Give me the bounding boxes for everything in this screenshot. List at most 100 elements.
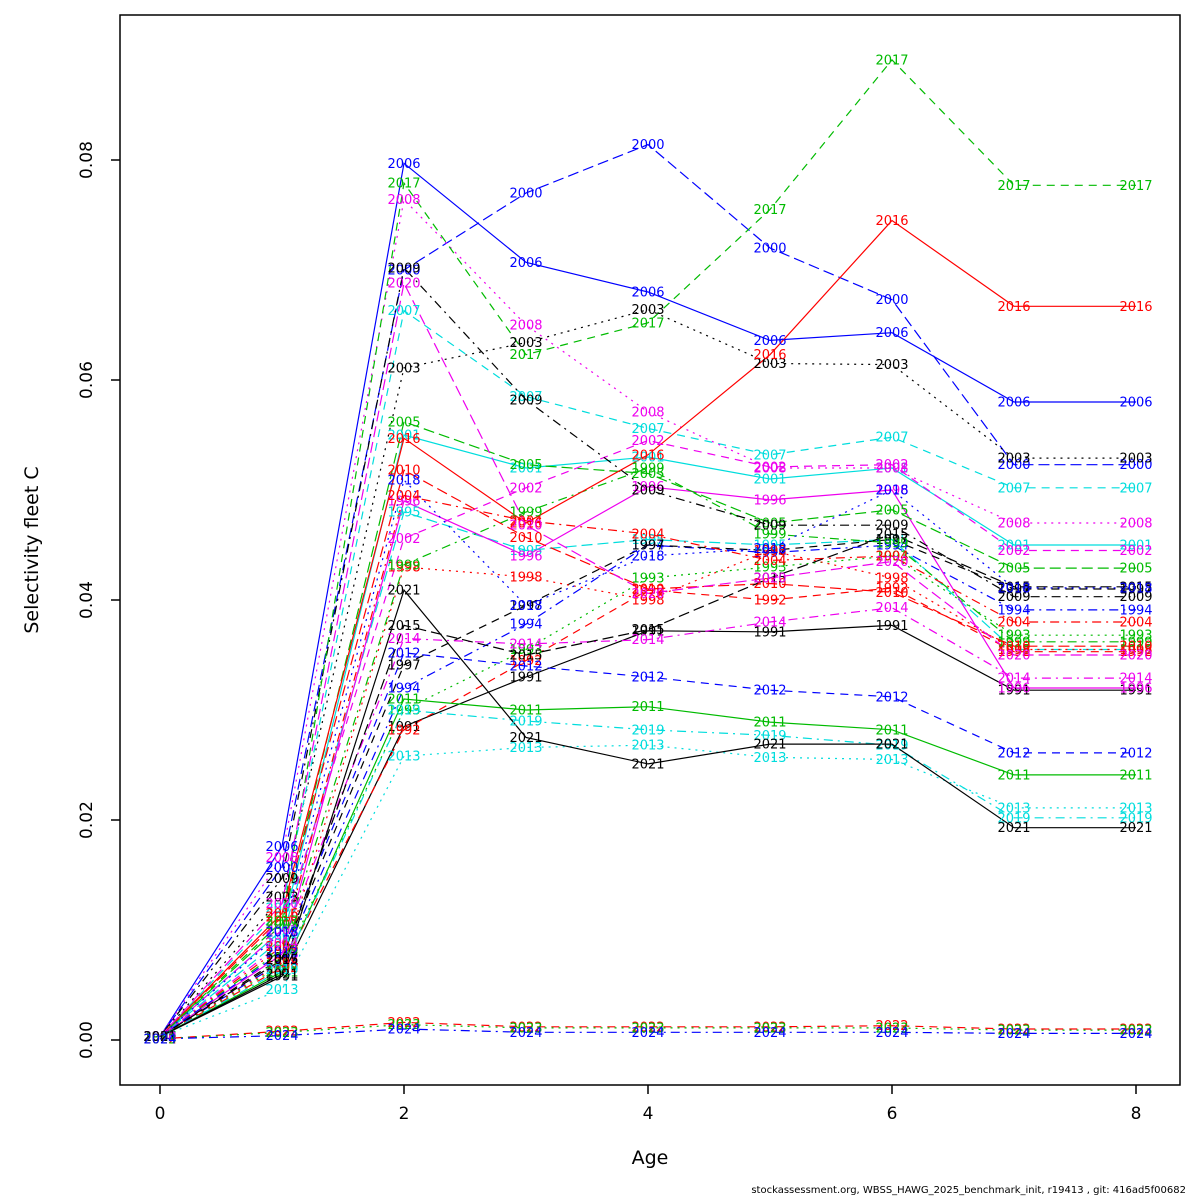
point-label-1998: 1998 [143,1030,176,1045]
point-label-2011: 2011 [387,693,420,708]
point-label-2009: 2009 [143,1030,176,1045]
point-label-2019: 2019 [875,739,908,754]
point-label-2010: 2010 [265,910,298,925]
point-label-1996: 1996 [997,682,1030,697]
point-label-2013: 2013 [265,983,298,998]
point-label-2020: 2020 [143,1030,176,1045]
point-label-2009: 2009 [509,393,542,408]
point-label-2010: 2010 [387,464,420,479]
point-label-2003: 2003 [997,452,1030,467]
point-label-2003: 2003 [143,1030,176,1045]
x-tick-label: 8 [1131,1104,1142,1124]
point-label-2017: 2017 [997,179,1030,194]
point-label-2019: 2019 [265,963,298,978]
point-label-2008: 2008 [753,462,786,477]
series-line-2022 [159,1021,1136,1040]
point-label-2022: 2022 [753,1020,786,1035]
point-label-1997: 1997 [1119,583,1152,598]
series-line-1999 [159,467,1136,1038]
point-label-2023: 2023 [1119,1024,1152,1039]
point-label-2004: 2004 [753,554,786,569]
x-axis-title: Age [632,1147,669,1169]
point-label-2024: 2024 [1119,1027,1152,1042]
point-label-2021: 2021 [875,738,908,753]
point-label-2004: 2004 [1119,616,1152,631]
point-label-2004: 2004 [265,940,298,955]
point-label-2003: 2003 [265,891,298,906]
point-label-2012: 2012 [875,690,908,705]
point-label-2007: 2007 [143,1030,176,1045]
point-label-2016: 2016 [997,300,1030,315]
point-label-2004: 2004 [509,514,542,529]
point-label-2019: 2019 [631,723,664,738]
point-label-2024: 2024 [997,1027,1030,1042]
point-label-2009: 2009 [387,261,420,276]
point-label-1993: 1993 [631,572,664,587]
point-label-1995: 1995 [875,533,908,548]
point-label-1997: 1997 [997,583,1030,598]
y-axis-title: Selectivity fleet C [21,466,43,633]
point-label-2006: 2006 [509,256,542,271]
point-label-2019: 2019 [509,715,542,730]
point-label-2022: 2022 [997,1023,1030,1038]
point-label-1996: 1996 [1119,682,1152,697]
point-label-2001: 2001 [753,473,786,488]
point-label-2015: 2015 [875,528,908,543]
point-label-2008: 2008 [875,462,908,477]
series-line-2016 [159,219,1136,1038]
point-label-2014: 2014 [631,633,664,648]
point-label-2000: 2000 [265,861,298,876]
point-label-2008: 2008 [997,517,1030,532]
point-label-2000: 2000 [509,187,542,202]
point-label-2003: 2003 [631,303,664,318]
point-label-1999: 1999 [631,462,664,477]
point-label-2011: 2011 [875,723,908,738]
point-label-2014: 2014 [753,616,786,631]
point-label-2002: 2002 [631,434,664,449]
point-label-1999: 1999 [997,635,1030,650]
x-tick-label: 4 [643,1104,654,1124]
point-label-2005: 2005 [509,458,542,473]
point-label-2001: 2001 [387,429,420,444]
point-label-2023: 2023 [875,1021,908,1036]
y-tick-label: 0.00 [77,1021,97,1059]
point-label-1997: 1997 [509,599,542,614]
point-label-2015: 2015 [143,1030,176,1045]
point-label-1998: 1998 [875,572,908,587]
point-label-1991: 1991 [997,684,1030,699]
point-label-2006: 2006 [753,334,786,349]
point-label-2001: 2001 [509,462,542,477]
point-label-1992: 1992 [387,723,420,738]
point-label-2010: 2010 [875,586,908,601]
point-label-2018: 2018 [143,1030,176,1045]
point-label-1999: 1999 [753,528,786,543]
point-label-2010: 2010 [143,1030,176,1045]
point-label-1993: 1993 [387,704,420,719]
point-label-2007: 2007 [1119,481,1152,496]
point-label-2021: 2021 [1119,821,1152,836]
series-line-1993 [159,555,1136,1038]
point-label-2002: 2002 [143,1030,176,1045]
point-label-1998: 1998 [509,570,542,585]
point-label-1996: 1996 [753,493,786,508]
point-label-1995: 1995 [1119,643,1152,658]
point-label-2010: 2010 [753,577,786,592]
point-label-2010: 2010 [509,531,542,546]
point-label-1998: 1998 [631,594,664,609]
series-line-2013 [159,744,1136,1038]
point-label-2015: 2015 [631,623,664,638]
point-label-2007: 2007 [997,481,1030,496]
point-label-1999: 1999 [265,943,298,958]
point-label-2006: 2006 [265,840,298,855]
series-line-2015 [159,533,1136,1038]
point-label-1998: 1998 [997,643,1030,658]
point-label-2020: 2020 [875,555,908,570]
point-label-2002: 2002 [387,532,420,547]
point-label-1994: 1994 [143,1030,176,1045]
point-label-1993: 1993 [509,643,542,658]
point-label-1992: 1992 [631,584,664,599]
point-label-1991: 1991 [753,625,786,640]
y-tick-label: 0.06 [77,361,97,399]
point-label-2016: 2016 [875,214,908,229]
